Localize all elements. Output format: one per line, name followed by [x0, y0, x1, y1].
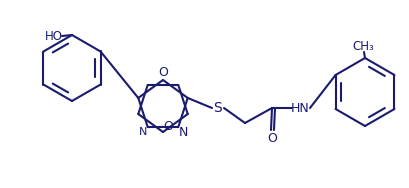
Text: O: O: [163, 120, 173, 133]
Text: CH₃: CH₃: [352, 39, 374, 52]
Text: N: N: [179, 126, 188, 139]
Text: N: N: [139, 127, 147, 137]
Text: S: S: [213, 101, 222, 115]
Text: O: O: [158, 67, 168, 80]
Text: HN: HN: [291, 102, 309, 114]
Text: HO: HO: [45, 30, 63, 43]
Text: O: O: [267, 131, 277, 145]
